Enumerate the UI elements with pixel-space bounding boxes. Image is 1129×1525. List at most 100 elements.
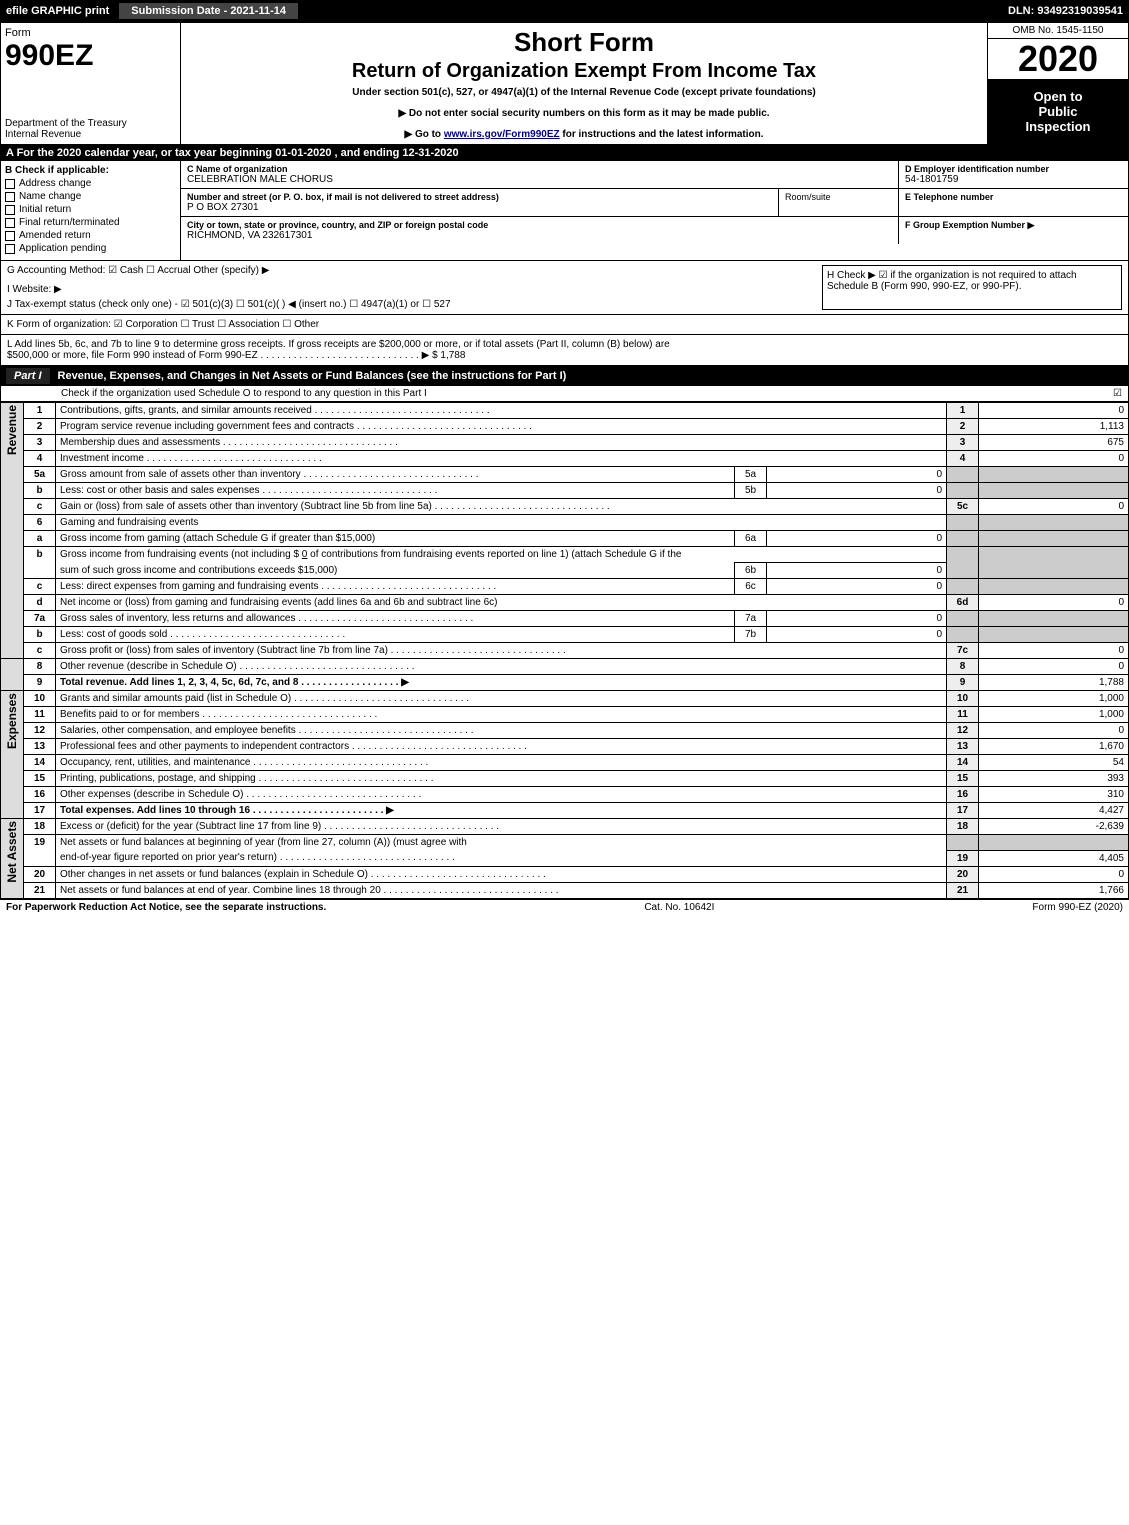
ln-desc: Contributions, gifts, grants, and simila… — [56, 403, 947, 419]
ln-val: 0 — [979, 499, 1129, 515]
ln-no: 10 — [24, 691, 56, 707]
ln-key: 3 — [947, 435, 979, 451]
ln-key: 4 — [947, 451, 979, 467]
ln-desc: Membership dues and assessments — [56, 435, 947, 451]
city-value: RICHMOND, VA 232617301 — [187, 230, 892, 241]
part1-lines-table: Revenue 1 Contributions, gifts, grants, … — [0, 402, 1129, 899]
page-footer: For Paperwork Reduction Act Notice, see … — [0, 899, 1129, 915]
ln-sub-val: 0 — [767, 611, 947, 627]
ln-val-shade — [979, 579, 1129, 595]
header-right: OMB No. 1545-1150 2020 Open to Public In… — [988, 23, 1128, 144]
side-tab-net-assets: Net Assets — [1, 819, 24, 899]
ln-no: a — [24, 531, 56, 547]
ln-val: 0 — [979, 659, 1129, 675]
ln-sub-no: 7a — [735, 611, 767, 627]
line-h-schedule-b: H Check ▶ ☑ if the organization is not r… — [822, 265, 1122, 310]
ln-desc: Gain or (loss) from sale of assets other… — [56, 499, 947, 515]
ln-key: 21 — [947, 882, 979, 898]
ln-val: 0 — [979, 643, 1129, 659]
ln-desc: Program service revenue including govern… — [56, 419, 947, 435]
ln-desc: Less: cost or other basis and sales expe… — [56, 483, 735, 499]
header-left: Form 990EZ Department of the Treasury In… — [1, 23, 181, 144]
ln-sub-no: 6a — [735, 531, 767, 547]
ln-no: b — [24, 483, 56, 499]
ln-desc: Occupancy, rent, utilities, and maintena… — [56, 755, 947, 771]
line-i-website: I Website: ▶ — [7, 284, 814, 295]
ln-desc: Less: cost of goods sold — [56, 627, 735, 643]
section-bcdef: B Check if applicable: Address change Na… — [0, 161, 1129, 261]
ln-no: b — [24, 547, 56, 579]
ln-desc: Benefits paid to or for members — [56, 707, 947, 723]
ln-desc: Total expenses. Add lines 10 through 16 … — [56, 803, 947, 819]
ln-no: 18 — [24, 819, 56, 835]
ln-desc: Less: direct expenses from gaming and fu… — [56, 579, 735, 595]
ln-desc: Net assets or fund balances at end of ye… — [56, 882, 947, 898]
ln-no: 9 — [24, 675, 56, 691]
ln-key: 10 — [947, 691, 979, 707]
ln-key-shade — [947, 547, 979, 579]
header-title-block: Short Form Return of Organization Exempt… — [181, 23, 988, 144]
ln-key: 17 — [947, 803, 979, 819]
ln-key: 19 — [947, 850, 979, 866]
open-line3: Inspection — [990, 119, 1126, 134]
side-tab-expenses: Expenses — [1, 691, 24, 819]
dept-treasury: Department of the Treasury Internal Reve… — [5, 118, 176, 140]
ln-no: 14 — [24, 755, 56, 771]
ln-desc: Gross income from gaming (attach Schedul… — [56, 531, 735, 547]
efile-label[interactable]: efile GRAPHIC print — [0, 5, 115, 17]
line-g-accounting: G Accounting Method: ☑ Cash ☐ Accrual Ot… — [7, 265, 814, 276]
cb-address-change[interactable]: Address change — [5, 178, 176, 189]
cb-amended-return[interactable]: Amended return — [5, 230, 176, 241]
cb-application-pending[interactable]: Application pending — [5, 243, 176, 254]
irs-link[interactable]: www.irs.gov/Form990EZ — [444, 129, 560, 140]
ln-desc: Net assets or fund balances at beginning… — [56, 835, 947, 851]
instruction-1: ▶ Do not enter social security numbers o… — [189, 108, 979, 119]
cb-final-return[interactable]: Final return/terminated — [5, 217, 176, 228]
ln-val-shade — [979, 531, 1129, 547]
ln-no: 5a — [24, 467, 56, 483]
ln-no: c — [24, 643, 56, 659]
ln-no: 7a — [24, 611, 56, 627]
part1-sub-text: Check if the organization used Schedule … — [61, 388, 427, 399]
ln-no: 16 — [24, 787, 56, 803]
ln-key: 9 — [947, 675, 979, 691]
line-j-tax-exempt: J Tax-exempt status (check only one) - ☑… — [7, 299, 814, 310]
city-cell: City or town, state or province, country… — [181, 217, 898, 244]
ln-sub-val: 0 — [767, 467, 947, 483]
ln-desc: Investment income — [56, 451, 947, 467]
ln-val-shade — [979, 627, 1129, 643]
ln-val-shade — [979, 467, 1129, 483]
ln-val: 4,405 — [979, 850, 1129, 866]
ln-no: 17 — [24, 803, 56, 819]
ln-desc: Other expenses (describe in Schedule O) — [56, 787, 947, 803]
line-k-form-org: K Form of organization: ☑ Corporation ☐ … — [0, 315, 1129, 335]
ln-key-shade — [947, 515, 979, 531]
cb-name-change[interactable]: Name change — [5, 191, 176, 202]
ln-sub-no: 6c — [735, 579, 767, 595]
l6b-d1: Gross income from fundraising events (no… — [60, 549, 302, 560]
ln-no: d — [24, 595, 56, 611]
ln-sub-no: 5a — [735, 467, 767, 483]
ln-no: b — [24, 627, 56, 643]
ln-no: 19 — [24, 835, 56, 867]
ln-desc: Gross sales of inventory, less returns a… — [56, 611, 735, 627]
form-header: Form 990EZ Department of the Treasury In… — [0, 22, 1129, 145]
street-label: Number and street (or P. O. box, if mail… — [187, 192, 772, 202]
dln-label: DLN: 93492319039541 — [1002, 5, 1129, 17]
ln-desc: end-of-year figure reported on prior yea… — [56, 850, 947, 866]
ln-val-shade — [979, 835, 1129, 851]
cb-initial-return[interactable]: Initial return — [5, 204, 176, 215]
part1-checkbox[interactable]: ☑ — [1113, 388, 1122, 399]
ln-sub-no: 5b — [735, 483, 767, 499]
ln-sub-no: 7b — [735, 627, 767, 643]
form-word: Form — [5, 27, 176, 39]
ln-no: 20 — [24, 866, 56, 882]
ein-label: D Employer identification number — [905, 164, 1122, 174]
section-ghij: G Accounting Method: ☑ Cash ☐ Accrual Ot… — [0, 261, 1129, 315]
ln-no: 8 — [24, 659, 56, 675]
ln-sub-no: 6b — [735, 563, 767, 579]
ln-key: 16 — [947, 787, 979, 803]
side-tab-revenue: Revenue — [1, 403, 24, 659]
ln-desc: Printing, publications, postage, and shi… — [56, 771, 947, 787]
ln-val: 675 — [979, 435, 1129, 451]
